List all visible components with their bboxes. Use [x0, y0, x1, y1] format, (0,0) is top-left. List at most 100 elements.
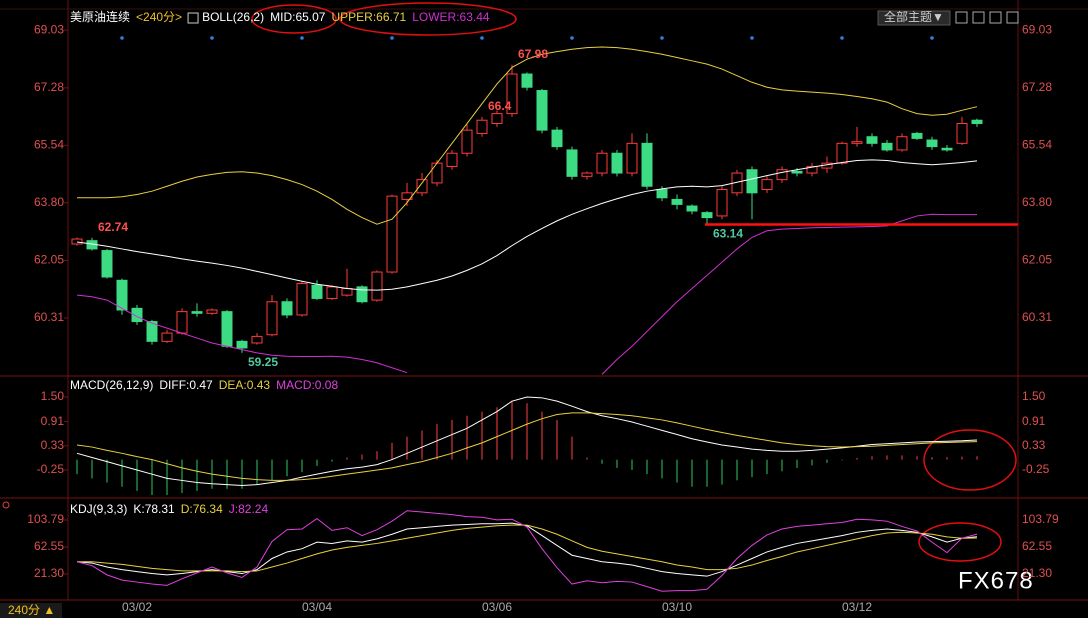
candle-body: [671, 198, 683, 205]
y-tick-label: -0.25: [37, 462, 65, 476]
y-tick-label: 65.54: [1022, 137, 1052, 151]
y-tick-label: 0.33: [41, 438, 65, 452]
series-line: [76, 412, 978, 481]
series-line: [601, 213, 977, 375]
y-tick-label: 62.55: [34, 539, 64, 553]
candle-body: [431, 162, 443, 184]
y-tick-label: 60.31: [34, 310, 64, 324]
candle-body: [146, 321, 158, 342]
candle-body: [911, 132, 923, 139]
candle-body: [836, 142, 848, 164]
candle-body: [791, 170, 803, 174]
y-tick-label: 67.28: [34, 80, 64, 94]
y-tick-label: 1.50: [41, 389, 65, 403]
candle-body: [281, 301, 293, 316]
theme-button-label[interactable]: 全部主题▼: [884, 9, 944, 24]
watermark: FX678: [958, 567, 1034, 594]
series-line: [76, 294, 408, 374]
theme-button[interactable]: [877, 10, 951, 26]
period-button[interactable]: [0, 603, 62, 618]
candle-body: [716, 189, 728, 217]
candle-body: [176, 311, 188, 334]
y-tick-label: 0.91: [1022, 414, 1046, 428]
price-annotation: 59.25: [248, 355, 278, 369]
y-tick-label: 65.54: [34, 137, 64, 151]
candle-body: [236, 340, 248, 349]
price-annotation: 63.14: [713, 227, 743, 241]
candle-body: [296, 283, 308, 316]
y-tick-label: 62.55: [1022, 539, 1052, 553]
candle-body: [641, 142, 653, 187]
candle-body: [101, 250, 113, 278]
candle-body: [521, 73, 533, 88]
candle-body: [746, 169, 758, 194]
x-tick-label: 03/12: [842, 600, 872, 614]
candle-body: [851, 141, 863, 144]
candle-body: [116, 279, 128, 311]
candle-body: [611, 152, 623, 174]
y-tick-label: 0.33: [1022, 438, 1046, 452]
x-tick-label: 03/04: [302, 600, 332, 614]
y-tick-label: 103.79: [27, 512, 64, 526]
candle-body: [581, 172, 593, 177]
event-markers: [120, 36, 934, 40]
candle-body: [866, 136, 878, 144]
period-button-label[interactable]: 240分 ▲: [8, 603, 55, 617]
plot-area: [71, 46, 983, 375]
plot-area: [76, 510, 978, 592]
series-line: [76, 510, 978, 592]
toolbar-icons[interactable]: [955, 11, 1019, 24]
candle-body: [971, 119, 983, 125]
candle-body: [476, 119, 488, 134]
candle-body: [131, 307, 143, 323]
y-tick-label: 0.91: [41, 414, 65, 428]
legend-entry: LOWER:63.44: [412, 10, 490, 24]
y-tick-label: 1.50: [1022, 389, 1046, 403]
legend-entry: MACD:0.08: [276, 378, 338, 392]
x-tick-label: 03/06: [482, 600, 512, 614]
legend-entry: DEA:0.43: [219, 378, 271, 392]
legend-entry: MID:65.07: [270, 10, 326, 24]
candle-body: [326, 286, 338, 299]
panel-icon: [2, 501, 10, 509]
candle-body: [311, 284, 323, 299]
candle-body: [566, 149, 578, 177]
candle-body: [656, 189, 668, 199]
legend-entry: K:78.31: [133, 502, 175, 516]
series-line: [76, 522, 978, 577]
legend-entry: D:76.34: [181, 502, 223, 516]
y-tick-label: 21.30: [1022, 566, 1052, 580]
series-line: [76, 159, 978, 291]
candle-body: [371, 271, 383, 301]
candle-body: [491, 113, 503, 125]
candle-body: [341, 288, 353, 296]
candle-body: [806, 165, 818, 174]
chart-title: 美原油连续: [70, 9, 130, 24]
candle-body: [626, 142, 638, 174]
price-annotation: 67.98: [518, 47, 548, 61]
y-tick-label: 63.80: [1022, 195, 1052, 209]
candle-body: [941, 147, 953, 151]
candle-body: [536, 90, 548, 131]
candle-body: [596, 152, 608, 174]
candle-body: [551, 129, 563, 148]
y-tick-label: -0.25: [1022, 462, 1050, 476]
candle-body: [356, 286, 368, 303]
y-tick-label: 103.79: [1022, 512, 1059, 526]
candle-body: [926, 139, 938, 148]
candle-body: [386, 195, 398, 273]
series-line: [77, 524, 978, 573]
legend-entry: UPPER:66.71: [331, 10, 406, 24]
chart-subtitle: <240分>: [136, 10, 182, 24]
price-annotation: 62.74: [98, 220, 128, 234]
highlight-circles: [251, 2, 1017, 562]
candle-body: [191, 311, 203, 314]
candle-body: [896, 136, 908, 151]
candle-body: [506, 73, 518, 115]
legend-entry: J:82.24: [229, 502, 269, 516]
candle-body: [761, 179, 773, 191]
legend-entry: DIFF:0.47: [159, 378, 213, 392]
candle-body: [686, 205, 698, 212]
candle-body: [221, 311, 233, 347]
